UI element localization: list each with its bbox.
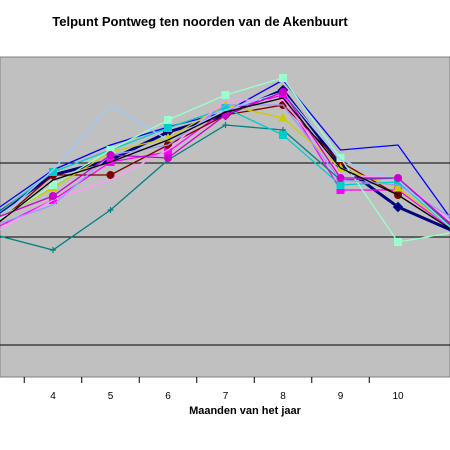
series-10 — [0, 104, 450, 225]
series-7-point-9 — [336, 181, 345, 189]
series-9-line — [0, 99, 450, 231]
series-6-point-4 — [50, 247, 56, 253]
series-12-point-5 — [106, 151, 115, 159]
series-7-point-4 — [49, 168, 57, 176]
series-12-point-10 — [394, 174, 402, 182]
x-tick-label-4: 4 — [50, 391, 56, 402]
series-12-point-8 — [279, 88, 287, 96]
series-11 — [0, 91, 450, 228]
series-9 — [0, 99, 450, 231]
series-13 — [0, 97, 450, 230]
series-8-point-6 — [164, 116, 172, 124]
series-11-line — [0, 91, 450, 228]
series-12-point-9 — [336, 174, 345, 182]
x-tick-label-6: 6 — [165, 391, 171, 402]
series-8-point-10 — [394, 238, 402, 246]
series-4-point-5 — [106, 171, 115, 179]
x-tick-label-8: 8 — [280, 391, 286, 402]
series-8-point-8 — [279, 74, 287, 82]
series-8-point-4 — [49, 181, 57, 189]
chart-title: Telpunt Pontweg ten noorden van de Akenb… — [52, 14, 348, 29]
series-7-point-8 — [279, 131, 287, 139]
series-6-point-5 — [107, 207, 114, 213]
series-1-point-10 — [392, 201, 404, 213]
series-7-point-6 — [164, 124, 172, 132]
x-tick-label-7: 7 — [223, 391, 229, 402]
series-12 — [0, 88, 450, 225]
series-12-point-4 — [49, 192, 57, 200]
series-8-point-7 — [221, 91, 230, 99]
plot-area — [0, 56, 450, 378]
x-tick-label-10: 10 — [392, 391, 404, 402]
series-5-point-8 — [278, 112, 288, 122]
x-axis-title: Maanden van het jaar — [189, 405, 301, 417]
series-13-line — [0, 97, 450, 230]
series-10-line — [0, 104, 450, 225]
x-tick-label-9: 9 — [338, 391, 344, 402]
series-6-point-7 — [222, 122, 229, 128]
series-8-point-9 — [336, 154, 345, 162]
x-tick-label-5: 5 — [108, 391, 114, 402]
series-5-point-10 — [393, 182, 403, 192]
series-12-point-6 — [164, 154, 172, 162]
